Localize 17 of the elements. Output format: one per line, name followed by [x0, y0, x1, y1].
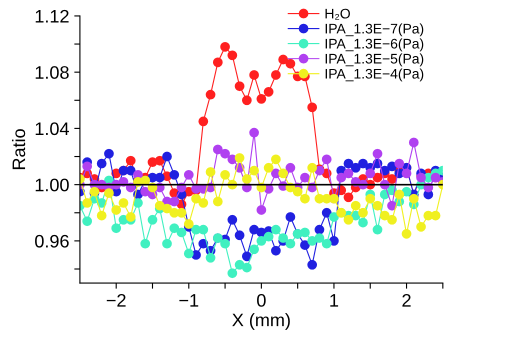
- legend-label: IPA_1.3E−4(Pa): [326, 68, 424, 82]
- y-tick-label: 1.00: [36, 178, 69, 192]
- legend-label: IPA_1.3E−5(Pa): [326, 53, 424, 66]
- x-tick-label: −2: [106, 294, 126, 307]
- legend-label: H₂O: [326, 8, 350, 20]
- x-tick-label: −1: [179, 294, 198, 307]
- y-tick-label: 1.04: [36, 122, 69, 136]
- x-axis-title: X (mm): [232, 313, 290, 330]
- legend-label: IPA_1.3E−6(Pa): [326, 38, 424, 52]
- y-tick-label: 1.12: [36, 10, 69, 22]
- y-tick-label: 1.08: [36, 66, 69, 79]
- legend-label: IPA_1.3E−7(Pa): [326, 23, 424, 36]
- y-axis-title: Ratio: [12, 129, 26, 170]
- x-tick-label: 0: [257, 294, 266, 307]
- x-tick-label: 1: [330, 294, 338, 307]
- y-tick-label: 0.96: [35, 234, 69, 248]
- x-tick-label: 2: [402, 294, 411, 307]
